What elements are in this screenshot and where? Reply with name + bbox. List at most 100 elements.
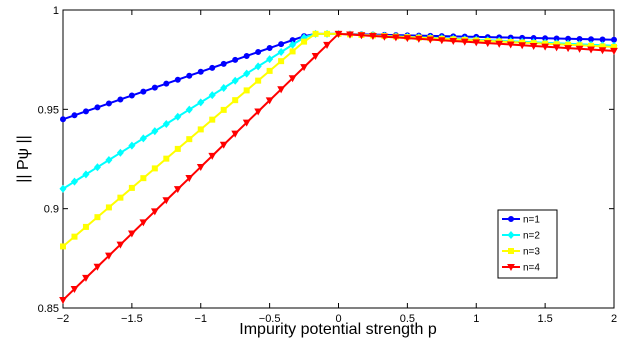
data-point <box>392 34 400 42</box>
data-point <box>255 77 262 84</box>
data-point <box>369 32 377 41</box>
y-tick-label: 1 <box>53 5 59 17</box>
data-point <box>529 42 538 50</box>
data-point <box>140 175 147 182</box>
data-point <box>59 297 67 305</box>
data-point <box>312 30 319 37</box>
series-n-4 <box>59 30 618 305</box>
data-point <box>323 41 331 49</box>
x-tick-label: 1 <box>473 313 479 325</box>
data-point <box>564 45 572 53</box>
data-point <box>174 145 181 152</box>
data-point <box>197 126 204 133</box>
data-point <box>255 49 262 56</box>
data-point <box>506 41 515 49</box>
data-point <box>311 53 320 61</box>
data-point <box>232 97 239 104</box>
data-point <box>117 194 124 201</box>
data-point <box>94 214 101 221</box>
data-point <box>266 45 273 52</box>
data-point <box>254 108 263 116</box>
data-point <box>587 46 595 54</box>
data-point <box>437 37 446 45</box>
data-point <box>598 47 607 55</box>
y-tick-label: 0.95 <box>38 104 59 116</box>
legend-label: n=2 <box>523 231 540 242</box>
legend-marker <box>507 247 514 254</box>
data-point <box>59 184 67 193</box>
data-point <box>116 148 124 157</box>
axis-ticks: −2 −1.5 −1 −0.5 0 0.5 1 1.5 2 0.85 0.9 0.95 1 <box>38 5 617 325</box>
data-point <box>128 184 135 191</box>
data-point <box>209 116 216 123</box>
data-point <box>518 42 527 50</box>
x-tick-label: 1.5 <box>537 313 552 325</box>
legend: n=1 n=2 n=3 n=4 <box>497 209 558 279</box>
data-point <box>70 177 79 186</box>
data-point <box>220 106 227 113</box>
data-point <box>610 47 618 55</box>
data-point <box>173 186 182 194</box>
legend-label: n=4 <box>523 263 540 274</box>
x-tick-label: 0 <box>335 313 341 325</box>
data-point <box>449 37 458 45</box>
data-point <box>197 68 204 75</box>
y-axis-label: || Pψ || <box>15 135 32 183</box>
data-point <box>70 285 79 293</box>
data-point <box>231 130 240 138</box>
data-point <box>289 48 296 55</box>
data-point <box>472 39 481 47</box>
data-point <box>196 163 205 171</box>
data-point <box>127 230 136 238</box>
x-tick-label: −1 <box>194 313 207 325</box>
legend-label: n=3 <box>523 247 540 258</box>
legend-label: n=1 <box>523 215 540 226</box>
data-point <box>403 35 412 43</box>
data-point <box>60 243 67 250</box>
data-point <box>243 52 250 59</box>
data-point <box>243 69 251 78</box>
data-point <box>128 141 136 150</box>
data-point <box>105 100 112 107</box>
data-point <box>208 152 217 160</box>
data-point <box>151 127 159 136</box>
data-point <box>60 116 67 123</box>
data-point <box>116 241 125 249</box>
data-point <box>346 31 354 39</box>
data-point <box>611 36 618 43</box>
legend-marker <box>507 230 515 240</box>
data-point <box>197 98 205 107</box>
data-point <box>289 40 297 49</box>
x-tick-label: −2 <box>57 313 70 325</box>
data-point <box>278 41 285 48</box>
data-point <box>300 64 308 72</box>
data-point <box>541 43 550 51</box>
x-tick-label: 2 <box>611 313 617 325</box>
data-point <box>426 36 435 44</box>
data-point <box>242 119 251 127</box>
data-point <box>186 72 193 79</box>
x-tick-label: −0.5 <box>259 313 281 325</box>
data-point <box>552 44 561 52</box>
data-point <box>185 175 194 183</box>
data-point <box>117 96 124 103</box>
data-point <box>220 83 228 92</box>
data-point <box>265 97 274 105</box>
data-point <box>163 155 170 162</box>
data-point <box>380 33 389 41</box>
data-point <box>82 274 90 282</box>
data-point <box>254 62 262 71</box>
data-point <box>495 40 504 48</box>
data-point <box>278 58 285 65</box>
data-point <box>231 76 239 85</box>
data-point <box>162 119 170 128</box>
data-point <box>128 92 135 99</box>
data-point <box>232 56 239 63</box>
data-point <box>82 170 90 179</box>
data-point <box>334 30 343 38</box>
legend-marker <box>507 215 514 222</box>
data-point <box>105 204 112 211</box>
data-point <box>277 86 285 94</box>
data-point <box>105 155 113 164</box>
